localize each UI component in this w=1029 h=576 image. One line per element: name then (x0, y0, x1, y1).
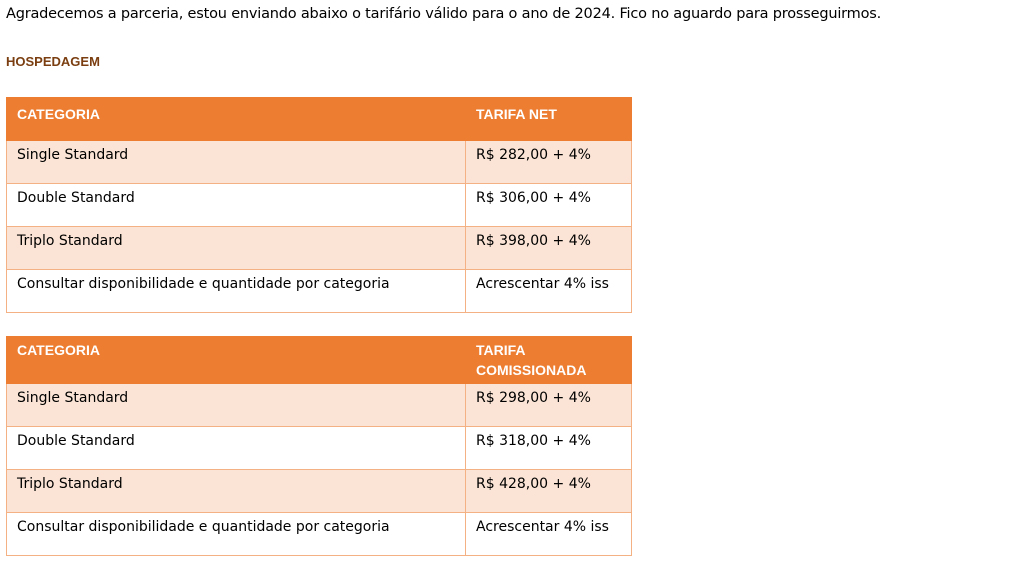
table-row: Consultar disponibilidade e quantidade p… (6, 512, 632, 556)
rate-cell: R$ 282,00 + 4% (465, 140, 632, 184)
intro-text: Agradecemos a parceria, estou enviando a… (6, 6, 882, 22)
table-header-row: CATEGORIA TARIFA NET (6, 97, 632, 141)
rate-cell: Acrescentar 4% iss (465, 269, 632, 313)
table-row: Triplo Standard R$ 428,00 + 4% (6, 469, 632, 513)
table-row: Double Standard R$ 306,00 + 4% (6, 183, 632, 227)
rates-table-commissioned: CATEGORIA TARIFA COMISSIONADA Single Sta… (6, 336, 632, 556)
table-row: Single Standard R$ 282,00 + 4% (6, 140, 632, 184)
rate-cell: R$ 398,00 + 4% (465, 226, 632, 270)
category-cell: Triplo Standard (6, 469, 466, 513)
category-cell: Consultar disponibilidade e quantidade p… (6, 269, 466, 313)
table-row: Triplo Standard R$ 398,00 + 4% (6, 226, 632, 270)
section-title: HOSPEDAGEM (6, 54, 100, 69)
column-header-category: CATEGORIA (6, 336, 466, 384)
table-row: Consultar disponibilidade e quantidade p… (6, 269, 632, 313)
category-cell: Single Standard (6, 383, 466, 427)
rate-cell: R$ 306,00 + 4% (465, 183, 632, 227)
category-cell: Triplo Standard (6, 226, 466, 270)
table-row: Double Standard R$ 318,00 + 4% (6, 426, 632, 470)
table-header-row: CATEGORIA TARIFA COMISSIONADA (6, 336, 632, 384)
rate-cell: R$ 298,00 + 4% (465, 383, 632, 427)
column-header-category: CATEGORIA (6, 97, 466, 141)
column-header-rate: TARIFA NET (465, 97, 632, 141)
table-row: Single Standard R$ 298,00 + 4% (6, 383, 632, 427)
column-header-rate: TARIFA COMISSIONADA (465, 336, 632, 384)
category-cell: Double Standard (6, 426, 466, 470)
category-cell: Single Standard (6, 140, 466, 184)
rate-cell: R$ 428,00 + 4% (465, 469, 632, 513)
category-cell: Double Standard (6, 183, 466, 227)
rates-table-net: CATEGORIA TARIFA NET Single Standard R$ 2… (6, 97, 632, 313)
category-cell: Consultar disponibilidade e quantidade p… (6, 512, 466, 556)
rate-cell: Acrescentar 4% iss (465, 512, 632, 556)
rate-cell: R$ 318,00 + 4% (465, 426, 632, 470)
